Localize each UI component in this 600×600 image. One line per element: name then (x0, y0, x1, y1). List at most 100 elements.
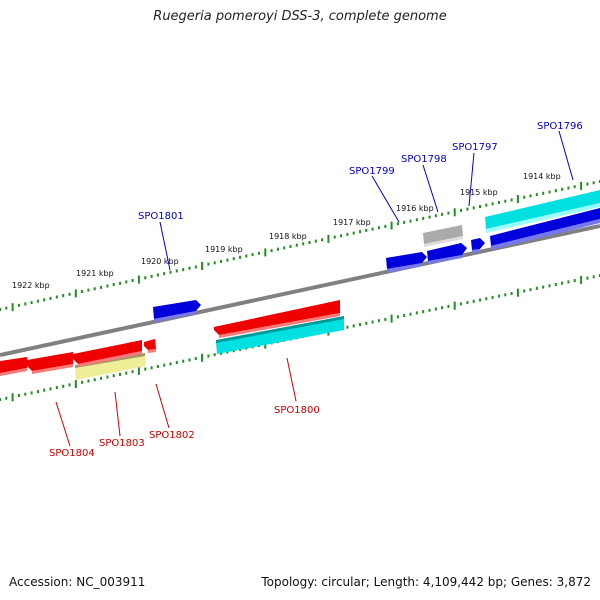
tick-mark (460, 208, 463, 212)
tick-mark (396, 315, 399, 319)
tick-mark (327, 234, 330, 243)
tick-mark (497, 294, 500, 298)
tick-mark (188, 266, 191, 270)
gene-label-SPO1803[interactable]: SPO1803 (99, 438, 145, 449)
upper-tick-ring (0, 180, 600, 312)
tick-mark (567, 186, 570, 190)
scale-label-1919: 1919 kbp (205, 245, 243, 254)
tick-mark (43, 298, 46, 302)
tick-mark (403, 314, 406, 317)
tick-mark (479, 205, 481, 208)
tick-mark (194, 357, 197, 361)
accession-text: Accession: NC_003911 (9, 575, 146, 589)
tick-mark (17, 303, 20, 307)
tick-mark (561, 281, 564, 285)
connector-SPO1801 (159, 221, 171, 271)
tick-mark (302, 242, 305, 246)
tick-mark (93, 378, 96, 382)
tick-mark (535, 286, 538, 290)
tick-mark (422, 310, 425, 314)
gene-SPO1796-feature (485, 190, 600, 233)
gene-label-SPO1796[interactable]: SPO1796 (537, 121, 583, 132)
gene-SPO1803[interactable] (27, 352, 73, 374)
tick-mark (428, 308, 431, 312)
tick-mark (5, 396, 8, 400)
tick-mark (491, 295, 494, 299)
gene-SPO1800-feature (216, 316, 344, 354)
tick-mark (403, 220, 406, 224)
tick-mark (447, 211, 450, 215)
tick-mark (308, 241, 311, 244)
tick-mark (377, 226, 380, 230)
tick-mark (30, 391, 33, 395)
tick-mark (137, 366, 140, 375)
tick-mark (352, 231, 355, 235)
tick-mark (573, 279, 576, 283)
tick-mark (169, 270, 172, 274)
tick-mark (510, 292, 513, 295)
tick-mark (485, 203, 488, 207)
tick-mark (390, 314, 393, 323)
tick-mark (441, 306, 444, 310)
tick-mark (289, 245, 292, 248)
scale-label-1918: 1918 kbp (269, 232, 307, 241)
tick-mark (554, 189, 557, 193)
gene-SPO1799[interactable] (386, 252, 427, 273)
tick-mark (74, 289, 77, 298)
connector-SPO1799 (371, 175, 400, 223)
gene-label-SPO1804[interactable]: SPO1804 (49, 448, 95, 459)
tick-mark (529, 288, 532, 292)
tick-mark (55, 386, 58, 390)
tick-mark (24, 392, 27, 396)
tick-mark (377, 319, 380, 323)
tick-mark (371, 227, 374, 231)
gene-SPO1801[interactable] (153, 300, 201, 322)
gene-label-SPO1799[interactable]: SPO1799 (349, 166, 395, 177)
tick-mark (466, 207, 469, 211)
gene-SPO1800[interactable] (214, 300, 340, 338)
tick-mark (504, 199, 507, 203)
summary-text: Topology: circular; Length: 4,109,442 bp… (261, 575, 591, 589)
tick-mark (125, 280, 128, 284)
gene-SPO1802[interactable] (73, 340, 142, 367)
connector-SPO1797 (468, 152, 475, 207)
tick-mark (314, 239, 317, 243)
gene-label-SPO1802[interactable]: SPO1802 (149, 430, 195, 441)
tick-mark (213, 353, 216, 357)
tick-mark (479, 298, 481, 302)
tick-mark (441, 212, 444, 216)
tick-mark (5, 306, 8, 310)
tick-mark (592, 181, 595, 185)
tick-mark (175, 361, 178, 364)
tick-mark (428, 215, 431, 219)
tick-mark (453, 301, 456, 310)
tick-mark (251, 253, 254, 257)
tick-mark (409, 219, 412, 223)
connector-SPO1796 (558, 130, 574, 181)
tick-mark (516, 195, 519, 203)
tick-mark (365, 321, 368, 325)
connector-SPO1798 (422, 164, 439, 213)
gene-SPO1798[interactable] (427, 243, 467, 264)
tick-mark (0, 308, 1, 311)
tick-mark (548, 284, 551, 288)
gene-SPO1804[interactable] (0, 357, 27, 376)
map-title: Ruegeria pomeroyi DSS-3, complete genome (153, 9, 447, 24)
gene-label-SPO1800[interactable]: SPO1800 (274, 405, 320, 416)
tick-mark (384, 224, 387, 228)
gene-SPO1796[interactable] (490, 208, 600, 250)
tick-mark (163, 272, 166, 276)
gene-SPO1797[interactable] (471, 238, 485, 253)
tick-mark (453, 208, 456, 217)
tick-mark (175, 269, 178, 273)
tick-mark (346, 325, 349, 329)
tick-mark (100, 376, 103, 380)
gene-label-SPO1798[interactable]: SPO1798 (401, 154, 447, 165)
genome-backbone (0, 224, 600, 357)
tick-mark (592, 275, 595, 279)
tick-mark (548, 190, 551, 194)
gene-label-SPO1801[interactable]: SPO1801 (138, 211, 184, 222)
tick-mark (586, 276, 589, 280)
gene-label-SPO1797[interactable]: SPO1797 (452, 142, 498, 153)
